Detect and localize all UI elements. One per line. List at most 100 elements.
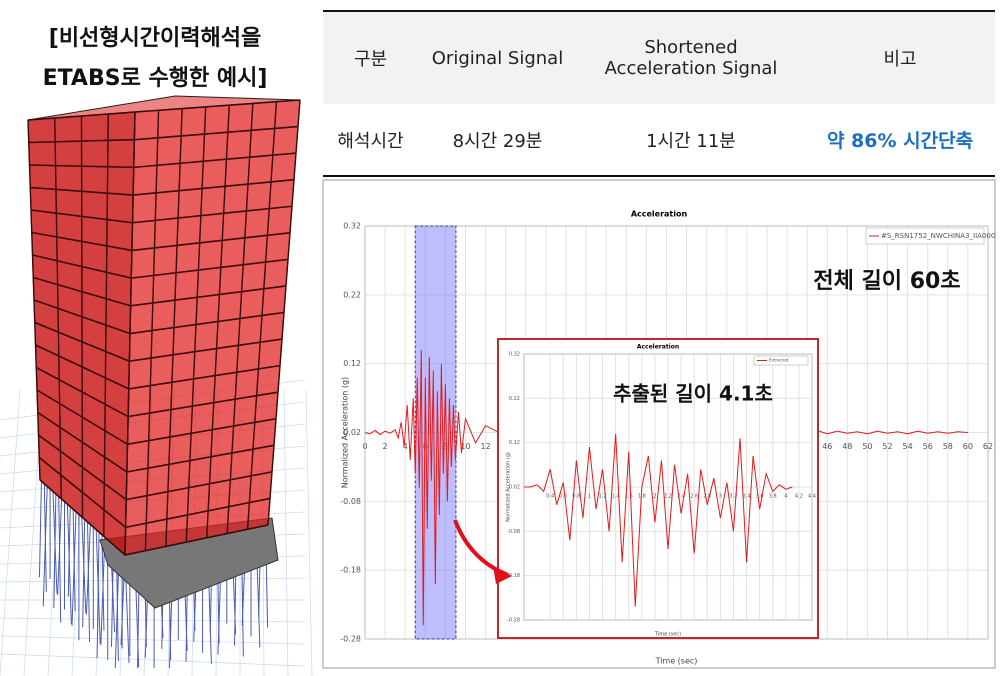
pile [192, 540, 196, 631]
x-tick-label: 56 [923, 442, 933, 451]
ground-grid [0, 533, 306, 547]
table-row: 해석시간 8시간 29분 1시간 11분 약 86% 시간단축 [323, 104, 995, 176]
pile [255, 527, 261, 648]
ground-grid [215, 389, 219, 676]
x-tick-label: 0.8 [572, 493, 580, 499]
ground-grid [191, 389, 197, 676]
floor-line [37, 411, 275, 473]
x-tick-label: 1.6 [625, 493, 633, 499]
building-roof [27, 95, 301, 121]
x-tick-label: 6 [423, 442, 428, 451]
x-tick-label: 1.2 [599, 493, 607, 499]
floor-line [31, 231, 291, 252]
pile [87, 521, 91, 642]
x-tick-label: 26 [621, 442, 631, 451]
x-tick-label: 2.8 [703, 493, 711, 499]
floor-line [30, 178, 295, 196]
chart-title: Acceleration [631, 210, 688, 219]
x-tick-label: 3.6 [756, 493, 764, 499]
y-tick-label: 0.02 [343, 428, 361, 437]
ground-grid [0, 379, 306, 421]
header-cell: Shortened Acceleration Signal [604, 37, 778, 79]
pile [158, 547, 164, 638]
pile [110, 544, 114, 647]
x-tick-label: 3.8 [769, 493, 777, 499]
pile [168, 544, 174, 669]
column [226, 103, 254, 534]
pile [38, 481, 42, 578]
pile [100, 537, 106, 646]
ground-grid [0, 635, 306, 645]
y-tick-label: -0.08 [507, 529, 520, 535]
charts: Acceleration -0.28 -0.18 -0.08 0.02 0.12 0.22 0… [340, 210, 995, 666]
pile [66, 504, 72, 625]
chart-frame [322, 179, 996, 669]
building-model [0, 95, 313, 676]
pile [216, 535, 220, 644]
pile [168, 545, 172, 660]
x-tick-label: 10 [460, 442, 470, 451]
y-tick-label: 0.02 [509, 485, 520, 491]
floor-line [38, 456, 271, 529]
column [80, 115, 84, 518]
ground-grid [0, 489, 306, 511]
ground-grid [0, 389, 21, 676]
floor-line [35, 344, 281, 390]
page-title: ETABS로 수행한 예시] [42, 66, 268, 91]
x-tick-label: 3.4 [743, 493, 751, 499]
x-tick-label: 28 [641, 442, 651, 451]
ground-grid [71, 389, 87, 676]
cell: 8시간 29분 [452, 130, 543, 152]
column [54, 117, 62, 499]
ground-grid [119, 389, 131, 676]
cell: 약 86% 시간단축 [826, 130, 974, 152]
column [144, 110, 160, 551]
column [103, 113, 109, 537]
ground-grid [143, 389, 153, 676]
x-tick-label: 50 [862, 442, 872, 451]
header-cell: 구분 [353, 49, 388, 70]
ground-grid [0, 467, 306, 493]
pile [185, 541, 189, 662]
header-row: 구분 Original Signal Shortened Acceleratio… [323, 11, 995, 104]
arrow-head [493, 566, 512, 584]
legend-box [753, 355, 809, 366]
x-tick-label: 44 [802, 442, 812, 451]
x-tick-label: 2 [653, 493, 656, 499]
pile [81, 516, 87, 613]
floor-line [36, 389, 277, 446]
pile [193, 539, 199, 642]
pile [42, 486, 48, 607]
legend-box [865, 227, 985, 245]
pile [209, 536, 213, 633]
x-tick-label: 30 [661, 442, 671, 451]
floor-line [29, 152, 297, 169]
series-line [364, 349, 968, 626]
x-tick-label: 62 [983, 442, 993, 451]
building-face [124, 99, 301, 556]
ground-grid [0, 577, 306, 583]
x-tick-label: 52 [882, 442, 892, 451]
x-tick-label: 22 [581, 442, 591, 451]
ground-grid [0, 653, 306, 667]
pile [124, 554, 130, 664]
ground-grid [283, 389, 289, 676]
x-tick-label: 4 [784, 493, 787, 499]
x-tick-label: 60 [963, 442, 973, 451]
x-tick-label: 0 [362, 442, 367, 451]
pile [71, 511, 77, 626]
y-axis-label: Normalized Acceleration (g) [341, 377, 350, 488]
y-axis-label: Normalized Acceleration (g) [506, 452, 512, 522]
y-tick-label: 0.22 [343, 290, 361, 299]
building-face [27, 111, 136, 557]
pile [67, 506, 71, 597]
pile [240, 530, 244, 657]
floor-line [38, 434, 273, 501]
ground-grid [95, 389, 109, 676]
floor-line [35, 366, 279, 418]
x-axis-label: Time (sec) [655, 657, 698, 666]
pile [114, 549, 120, 669]
pile [53, 493, 57, 608]
pile [161, 546, 165, 649]
